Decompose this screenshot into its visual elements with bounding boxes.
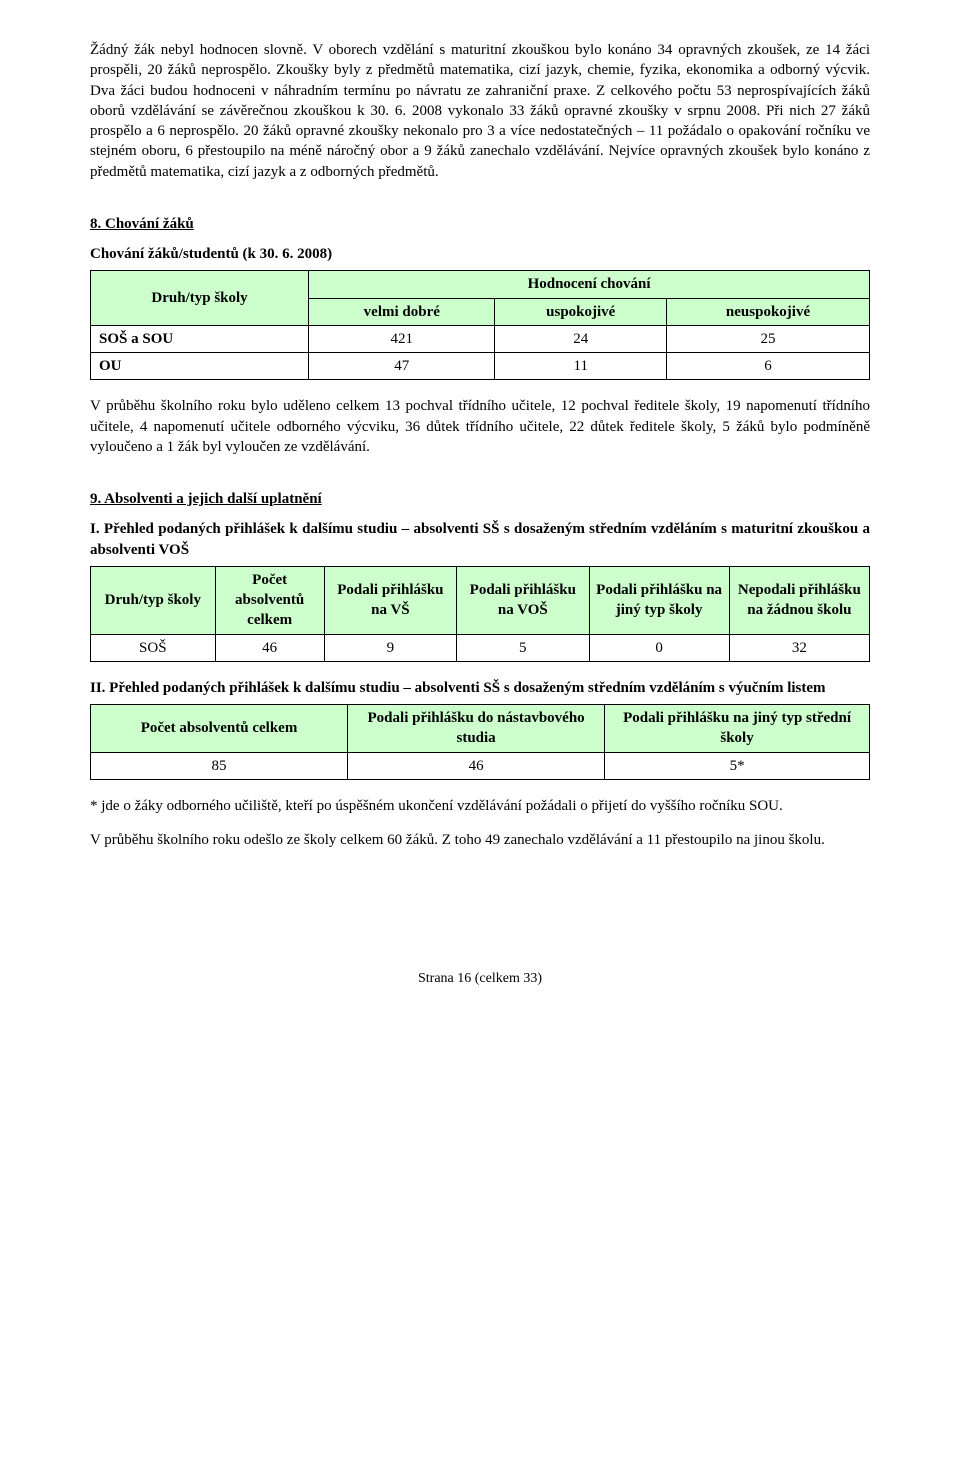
- grad2-col-1: Podali přihlášku do nástavbového studia: [348, 705, 605, 753]
- behavior-row1-v3: 25: [667, 325, 870, 352]
- graduates-table-1: Druh/typ školy Počet absolventů celkem P…: [90, 566, 870, 662]
- grad1-col-3: Podali přihlášku na VOŠ: [457, 566, 589, 634]
- table-row: 85 46 5*: [91, 752, 870, 779]
- behavior-row2-v3: 6: [667, 353, 870, 380]
- behavior-col-1: velmi dobré: [309, 298, 495, 325]
- grad1-col-5: Nepodali přihlášku na žádnou školu: [729, 566, 869, 634]
- grad2-col-2: Podali přihlášku na jiný typ střední ško…: [605, 705, 870, 753]
- grad2-row-v2: 5*: [605, 752, 870, 779]
- behavior-table-group-header: Hodnocení chování: [309, 271, 870, 298]
- grad1-row-v4: 32: [729, 634, 869, 661]
- grad2-row-v1: 46: [348, 752, 605, 779]
- grad2-row-v0: 85: [91, 752, 348, 779]
- section-9-sub1-heading: I. Přehled podaných přihlášek k dalšímu …: [90, 519, 870, 560]
- behavior-col-3: neuspokojivé: [667, 298, 870, 325]
- grad1-row-v0: 46: [215, 634, 324, 661]
- table-row: OU 47 11 6: [91, 353, 870, 380]
- grad1-row-v3: 0: [589, 634, 729, 661]
- page-footer: Strana 16 (celkem 33): [90, 970, 870, 989]
- section-9-sub2-heading: II. Přehled podaných přihlášek k dalšímu…: [90, 678, 870, 698]
- section-8-paragraph: V průběhu školního roku bylo uděleno cel…: [90, 396, 870, 457]
- section-8-subtitle: Chování žáků/studentů (k 30. 6. 2008): [90, 244, 870, 264]
- intro-paragraph: Žádný žák nebyl hodnocen slovně. V obore…: [90, 40, 870, 182]
- behavior-row2-v2: 11: [495, 353, 667, 380]
- behavior-row2-v1: 47: [309, 353, 495, 380]
- grad1-row-v1: 9: [324, 634, 456, 661]
- grad1-col-2: Podali přihlášku na VŠ: [324, 566, 456, 634]
- behavior-row1-v1: 421: [309, 325, 495, 352]
- grad1-row-label: SOŠ: [91, 634, 216, 661]
- grad1-col-4: Podali přihlášku na jiný typ školy: [589, 566, 729, 634]
- table-row: SOŠ 46 9 5 0 32: [91, 634, 870, 661]
- grad1-row-v2: 5: [457, 634, 589, 661]
- grad2-col-0: Počet absolventů celkem: [91, 705, 348, 753]
- graduates-table-2: Počet absolventů celkem Podali přihlášku…: [90, 704, 870, 780]
- section-9-note: * jde o žáky odborného učiliště, kteří p…: [90, 796, 870, 816]
- section-9-title: 9. Absolventi a jejich další uplatnění: [90, 489, 870, 509]
- section-9-paragraph: V průběhu školního roku odešlo ze školy …: [90, 830, 870, 850]
- behavior-table: Druh/typ školy Hodnocení chování velmi d…: [90, 270, 870, 380]
- behavior-col-2: uspokojivé: [495, 298, 667, 325]
- behavior-row2-label: OU: [91, 353, 309, 380]
- section-8-title: 8. Chování žáků: [90, 214, 870, 234]
- behavior-table-rowlabel-header: Druh/typ školy: [91, 271, 309, 326]
- behavior-row1-label: SOŠ a SOU: [91, 325, 309, 352]
- table-row: SOŠ a SOU 421 24 25: [91, 325, 870, 352]
- grad1-col-1: Počet absolventů celkem: [215, 566, 324, 634]
- behavior-row1-v2: 24: [495, 325, 667, 352]
- grad1-col-0: Druh/typ školy: [91, 566, 216, 634]
